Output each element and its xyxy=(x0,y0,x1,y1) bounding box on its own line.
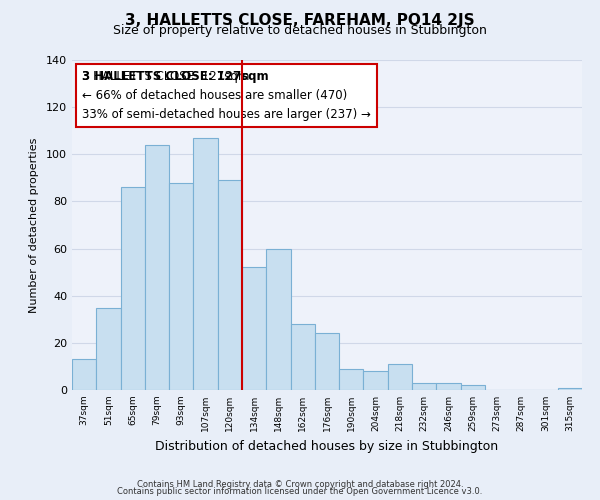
Bar xyxy=(169,182,193,390)
Bar xyxy=(436,383,461,390)
Bar xyxy=(461,386,485,390)
Text: 3, HALLETTS CLOSE, FAREHAM, PO14 2JS: 3, HALLETTS CLOSE, FAREHAM, PO14 2JS xyxy=(125,12,475,28)
X-axis label: Distribution of detached houses by size in Stubbington: Distribution of detached houses by size … xyxy=(155,440,499,452)
Bar xyxy=(266,248,290,390)
Bar xyxy=(364,371,388,390)
Bar xyxy=(242,268,266,390)
Text: 3 HALLETTS CLOSE: 127sqm: 3 HALLETTS CLOSE: 127sqm xyxy=(82,70,269,121)
Bar xyxy=(121,188,145,390)
Y-axis label: Number of detached properties: Number of detached properties xyxy=(29,138,39,312)
Bar xyxy=(315,334,339,390)
Bar xyxy=(558,388,582,390)
Bar xyxy=(218,180,242,390)
Bar xyxy=(290,324,315,390)
Bar xyxy=(72,360,96,390)
Bar xyxy=(193,138,218,390)
Text: 3 HALLETTS CLOSE: 127sqm
← 66% of detached houses are smaller (470)
33% of semi-: 3 HALLETTS CLOSE: 127sqm ← 66% of detach… xyxy=(82,70,371,121)
Bar xyxy=(412,383,436,390)
Bar xyxy=(388,364,412,390)
Text: Contains HM Land Registry data © Crown copyright and database right 2024.: Contains HM Land Registry data © Crown c… xyxy=(137,480,463,489)
Text: Size of property relative to detached houses in Stubbington: Size of property relative to detached ho… xyxy=(113,24,487,37)
Bar xyxy=(145,145,169,390)
Bar xyxy=(339,369,364,390)
Bar xyxy=(96,308,121,390)
Text: Contains public sector information licensed under the Open Government Licence v3: Contains public sector information licen… xyxy=(118,487,482,496)
